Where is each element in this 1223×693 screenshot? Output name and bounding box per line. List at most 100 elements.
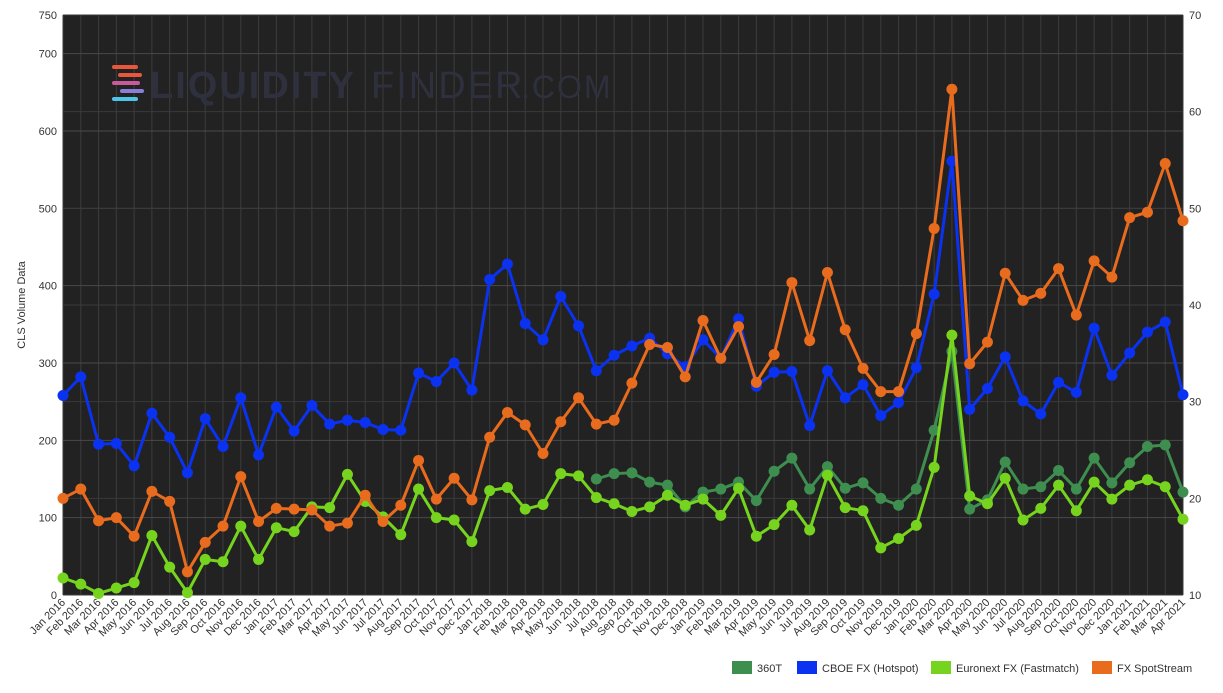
data-point[interactable] (430, 493, 442, 505)
data-point[interactable] (199, 413, 211, 425)
data-point[interactable] (341, 468, 353, 480)
data-point[interactable] (324, 502, 336, 514)
data-point[interactable] (1106, 271, 1118, 283)
data-point[interactable] (341, 414, 353, 426)
data-point[interactable] (324, 418, 336, 430)
data-point[interactable] (1088, 322, 1100, 334)
data-point[interactable] (786, 452, 798, 464)
data-point[interactable] (839, 502, 851, 514)
data-point[interactable] (1070, 386, 1082, 398)
data-point[interactable] (768, 519, 780, 531)
data-point[interactable] (93, 438, 105, 450)
data-point[interactable] (608, 468, 620, 480)
data-point[interactable] (875, 492, 887, 504)
data-point[interactable] (519, 419, 531, 431)
data-point[interactable] (999, 351, 1011, 363)
data-point[interactable] (306, 504, 318, 516)
data-point[interactable] (910, 483, 922, 495)
data-point[interactable] (910, 362, 922, 374)
data-point[interactable] (804, 420, 816, 432)
data-point[interactable] (1053, 263, 1065, 275)
data-point[interactable] (946, 329, 958, 341)
data-point[interactable] (181, 566, 193, 578)
data-point[interactable] (946, 83, 958, 95)
data-point[interactable] (1159, 316, 1171, 328)
data-point[interactable] (750, 495, 762, 507)
data-point[interactable] (928, 424, 940, 436)
data-point[interactable] (1159, 157, 1171, 169)
data-point[interactable] (644, 501, 656, 513)
data-point[interactable] (413, 367, 425, 379)
data-point[interactable] (964, 358, 976, 370)
legend-item[interactable]: FX SpotStream (1092, 661, 1192, 675)
data-point[interactable] (288, 425, 300, 437)
data-point[interactable] (893, 396, 905, 408)
data-point[interactable] (999, 267, 1011, 279)
data-point[interactable] (981, 336, 993, 348)
data-point[interactable] (893, 386, 905, 398)
data-point[interactable] (768, 348, 780, 360)
data-point[interactable] (839, 482, 851, 494)
data-point[interactable] (466, 536, 478, 548)
data-point[interactable] (590, 418, 602, 430)
data-point[interactable] (875, 410, 887, 422)
data-point[interactable] (573, 392, 585, 404)
data-point[interactable] (821, 267, 833, 279)
data-point[interactable] (519, 318, 531, 330)
data-point[interactable] (1159, 439, 1171, 451)
data-point[interactable] (679, 371, 691, 383)
data-point[interactable] (217, 520, 229, 532)
data-point[interactable] (857, 362, 869, 374)
data-point[interactable] (537, 499, 549, 511)
data-point[interactable] (57, 492, 69, 504)
data-point[interactable] (359, 489, 371, 501)
data-point[interactable] (804, 335, 816, 347)
data-point[interactable] (110, 437, 122, 449)
data-point[interactable] (573, 470, 585, 482)
data-point[interactable] (253, 516, 265, 528)
data-point[interactable] (430, 512, 442, 524)
data-point[interactable] (93, 515, 105, 527)
data-point[interactable] (893, 499, 905, 511)
data-point[interactable] (448, 472, 460, 484)
data-point[interactable] (217, 441, 229, 453)
data-point[interactable] (235, 392, 247, 404)
data-point[interactable] (235, 520, 247, 532)
data-point[interactable] (1070, 483, 1082, 495)
data-point[interactable] (501, 406, 513, 418)
data-point[interactable] (1053, 376, 1065, 388)
legend-item[interactable]: CBOE FX (Hotspot) (797, 661, 919, 675)
data-point[interactable] (1017, 294, 1029, 306)
data-point[interactable] (964, 490, 976, 502)
data-point[interactable] (555, 290, 567, 302)
data-point[interactable] (377, 516, 389, 528)
data-point[interactable] (57, 389, 69, 401)
data-point[interactable] (910, 519, 922, 531)
data-point[interactable] (377, 424, 389, 436)
data-point[interactable] (981, 383, 993, 395)
data-point[interactable] (910, 328, 922, 340)
data-point[interactable] (981, 498, 993, 510)
data-point[interactable] (1088, 255, 1100, 267)
data-point[interactable] (786, 277, 798, 289)
data-point[interactable] (537, 447, 549, 459)
data-point[interactable] (661, 342, 673, 354)
data-point[interactable] (786, 366, 798, 378)
data-point[interactable] (395, 529, 407, 541)
data-point[interactable] (288, 526, 300, 538)
data-point[interactable] (164, 431, 176, 443)
data-point[interactable] (395, 424, 407, 436)
data-point[interactable] (821, 469, 833, 481)
data-point[interactable] (1124, 457, 1136, 469)
data-point[interactable] (857, 379, 869, 391)
data-point[interactable] (164, 495, 176, 507)
data-point[interactable] (928, 222, 940, 234)
data-point[interactable] (217, 556, 229, 568)
data-point[interactable] (590, 365, 602, 377)
data-point[interactable] (75, 371, 87, 383)
data-point[interactable] (608, 498, 620, 510)
data-point[interactable] (555, 468, 567, 480)
data-point[interactable] (199, 536, 211, 548)
data-point[interactable] (768, 366, 780, 378)
data-point[interactable] (999, 456, 1011, 468)
